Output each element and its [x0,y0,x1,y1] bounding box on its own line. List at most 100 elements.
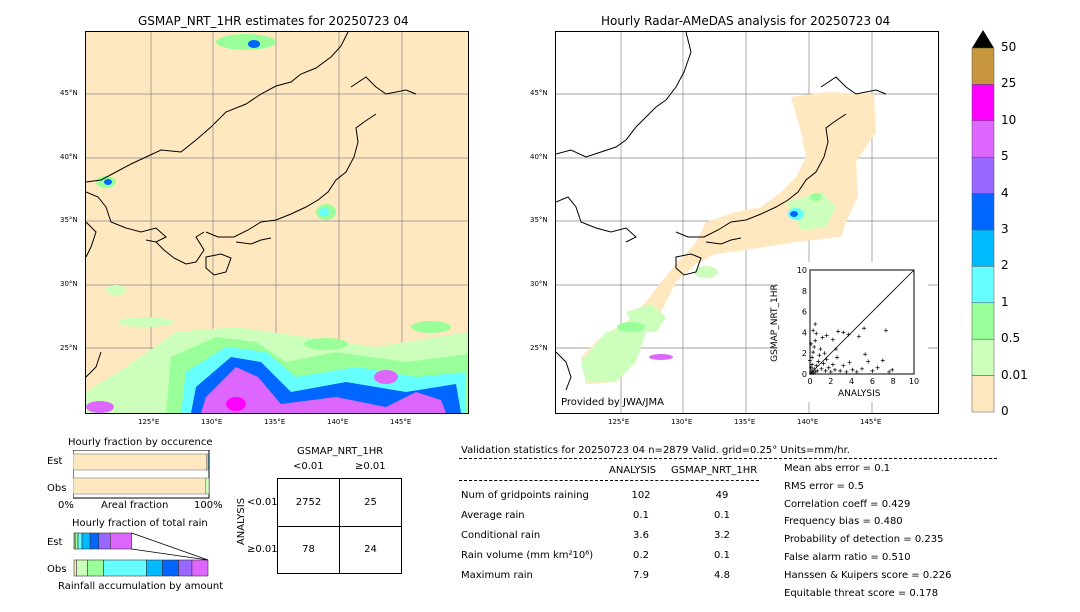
colorbar-segment [971,47,995,85]
scatter-xtick: 10 [909,377,919,386]
occurrence-est-label: Est [47,456,63,467]
validation-row-label: Rain volume (mm km²10⁶) [461,550,594,561]
validation-row-gsmap: 4.8 [714,570,730,581]
total-rain-bar-segment [162,559,179,577]
colorbar-label: 3 [1001,222,1009,236]
colorbar-segment [971,375,995,413]
right-lat-40: 40°N [530,153,548,161]
validation-score: Equitable threat score = 0.178 [784,587,939,599]
contingency-cell-yn: 78 [302,544,315,555]
occurrence-obs-label: Obs [47,483,67,494]
validation-score: Mean abs error = 0.1 [784,463,891,474]
validation-row-label: Average rain [461,510,525,521]
scatter-xtick: 8 [891,377,896,386]
contingency-cell-nn: 2752 [295,497,322,508]
scatter-point [816,359,821,364]
scatter-point [830,362,835,367]
right-lon-125: 125°E [608,418,630,426]
validation-row-label: Conditional rain [461,530,541,541]
scatter-point [813,338,818,343]
right-lat-45: 45°N [530,89,548,97]
scatter-point [832,367,837,372]
colorbar-segment [971,193,995,231]
scatter-point [866,359,871,364]
scatter-plot: 00 2 2 4 4 6 6 8 8 10 10 [797,266,919,386]
scatter-point [887,369,892,374]
validation-score: Hanssen & Kuipers score = 0.226 [784,569,952,581]
left-lat-40: 40°N [60,153,78,161]
right-lon-145: 145°E [860,418,882,426]
scatter-point [826,365,831,370]
scatter-point [830,337,835,342]
scatter-point [860,366,864,371]
total-rain-title: Hourly fraction of total rain [72,518,208,529]
scatter-point [820,335,825,340]
occurrence-axis-mid: Areal fraction [101,500,169,511]
total-rain-bar-segment [74,532,79,550]
occurrence-bar-segment [73,453,207,471]
right-lon-135: 135°E [734,418,756,426]
total-rain-bar-segment [89,532,100,550]
scatter-point [812,344,817,349]
scatter-point [841,363,846,368]
colorbar-segment [971,266,995,304]
validation-row-analysis: 102 [631,490,651,501]
validation-header: Validation statistics for 20250723 04 n=… [461,445,850,456]
validation-col-analysis: ANALYSIS [609,465,657,476]
left-lon-140: 140°E [327,418,349,426]
scatter-point [811,370,816,375]
scatter-xtick: 4 [849,377,854,386]
scatter-point [856,334,861,339]
validation-row-label: Maximum rain [461,570,533,581]
colorbar-segment [971,156,995,194]
scatter-point [846,332,851,337]
scatter-point [880,358,885,363]
validation-row-analysis: 3.6 [633,530,649,541]
scatter-point [814,363,819,368]
scatter-point [838,368,843,373]
scatter-point [818,347,823,352]
contingency-cell-ny: 25 [364,497,377,508]
total-rain-obs-label: Obs [47,564,67,575]
scatter-point [890,367,895,372]
scatter-point [817,353,822,358]
scatter-point [870,368,875,373]
total-rain-bar-segment [73,559,77,577]
scatter-point [810,368,815,373]
colorbar-label: 0.5 [1001,331,1021,346]
occurrence-bar-segment [206,453,209,471]
radar-coverage [581,92,876,384]
right-lon-140: 140°E [797,418,819,426]
contingency-row-axis: ANALYSIS [236,497,248,546]
scatter-ytick: 4 [802,328,807,337]
scatter-point [862,326,867,331]
total-rain-bar-segment [87,559,104,577]
validation-score: Correlation coeff = 0.429 [784,498,911,510]
scatter-point [821,361,826,366]
validation-row-gsmap: 3.2 [714,530,730,541]
scatter-point [809,365,814,370]
colorbar-label: 4 [1001,185,1009,200]
scatter-point [824,333,829,338]
validation-score: Probability of detection = 0.235 [784,534,944,546]
total-rain-est-label: Est [47,537,63,548]
scatter-point [811,328,816,333]
scatter-ytick: 6 [802,308,807,317]
validation-score: Frequency bias = 0.480 [784,516,903,528]
scatter-point [844,369,849,374]
scatter-point [824,357,829,362]
scatter-point [822,351,827,356]
total-rain-bar-segment [110,532,132,550]
scatter-point [828,369,833,374]
scatter-point [875,365,880,370]
left-lon-135: 135°E [264,418,286,426]
scatter-xtick: 0 [807,377,812,386]
left-lon-145: 145°E [390,418,412,426]
colorbar-label: 0 [1001,404,1009,418]
left-lat-25: 25°N [60,344,78,352]
validation-score: RMS error = 0.5 [784,480,864,492]
right-map-credit: Provided by JWA/JMA [561,397,664,408]
total-rain-bar-segment [103,559,147,577]
colorbar-extend-arrow [972,30,994,48]
right-lat-25: 25°N [530,344,548,352]
